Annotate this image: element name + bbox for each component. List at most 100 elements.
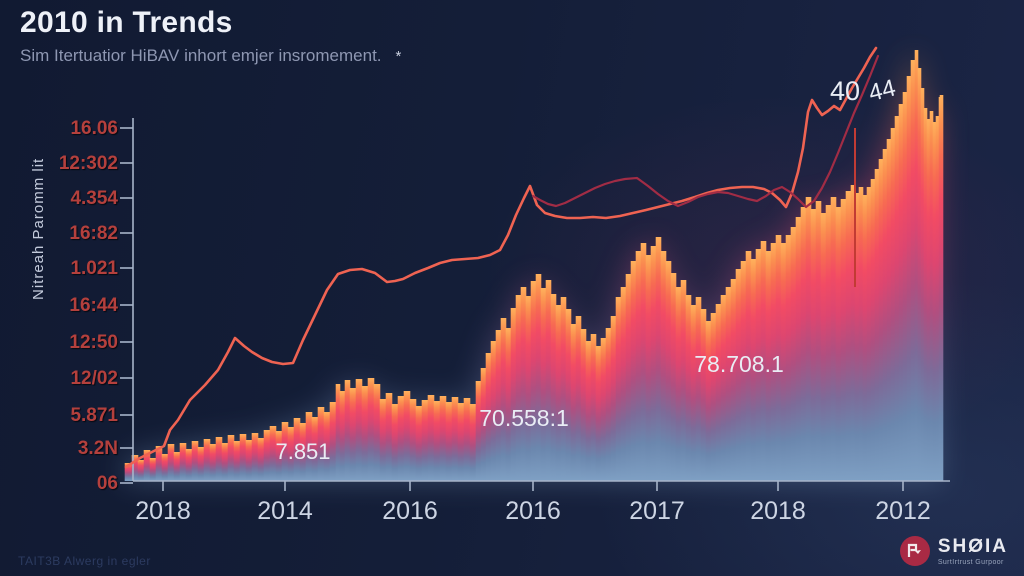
- area-column: [185, 449, 193, 481]
- area-column: [469, 404, 477, 481]
- area-column: [854, 193, 860, 481]
- area-column: [805, 197, 812, 481]
- area-column: [203, 439, 211, 481]
- area-column: [475, 381, 482, 481]
- area-column: [917, 68, 922, 481]
- flag-icon: [907, 543, 921, 557]
- area-column: [215, 437, 223, 481]
- area-column: [485, 353, 492, 481]
- area-column: [890, 128, 896, 481]
- footer-attribution: TAIT3B Alwerg in egler: [18, 554, 151, 568]
- area-column: [385, 393, 393, 481]
- area-column: [670, 273, 677, 481]
- area-column: [898, 104, 904, 481]
- area-column: [939, 95, 944, 481]
- area-column: [906, 76, 912, 481]
- area-column: [257, 438, 265, 481]
- area-column: [545, 280, 552, 481]
- y-tick-label: 16:82: [69, 223, 118, 244]
- area-column: [938, 97, 941, 481]
- area-column: [740, 261, 747, 481]
- area-column: [490, 341, 497, 481]
- area-column: [735, 269, 742, 481]
- brand-name-post: IA: [985, 535, 1008, 557]
- x-tick-label: 2016: [505, 497, 561, 525]
- area-column: [645, 255, 652, 481]
- area-column: [840, 199, 847, 481]
- area-column: [245, 440, 253, 481]
- area-column: [780, 243, 787, 481]
- area-column: [575, 316, 582, 481]
- area-column: [191, 441, 199, 481]
- area-column: [500, 318, 507, 481]
- area-column: [894, 116, 900, 481]
- area-column: [650, 246, 657, 481]
- brand-tagline: SurtIrtrust Gurpoor: [937, 558, 1004, 566]
- area-column: [323, 412, 331, 481]
- line-dark: [531, 54, 880, 209]
- area-column: [700, 309, 707, 481]
- area-column: [760, 241, 767, 481]
- area-column: [878, 159, 884, 481]
- area-column: [675, 287, 682, 481]
- area-column: [765, 251, 772, 481]
- area-column: [750, 259, 757, 481]
- area-column: [685, 295, 692, 481]
- area-column: [660, 251, 667, 481]
- area-column: [935, 116, 940, 481]
- area-column: [505, 328, 512, 481]
- area-column: [433, 401, 441, 481]
- area-column: [421, 400, 429, 481]
- y-tick-label: 5.871: [70, 405, 118, 426]
- area-column: [131, 455, 139, 481]
- area-column: [167, 444, 175, 481]
- area-column: [635, 251, 642, 481]
- area-column: [275, 431, 283, 481]
- area-column: [124, 463, 133, 481]
- area-column: [173, 452, 181, 481]
- area-column: [317, 407, 325, 481]
- area-column: [630, 261, 637, 481]
- area-column: [800, 207, 807, 481]
- area-column: [445, 402, 453, 481]
- area-column: [415, 406, 423, 481]
- area-column: [515, 295, 522, 481]
- area-column: [397, 396, 405, 481]
- area-column: [695, 297, 702, 481]
- area-column: [269, 426, 277, 481]
- area-column: [580, 329, 587, 481]
- x-tick-label: 2018: [750, 497, 806, 525]
- brand-texts: SH O IA SurtIrtrust Gurpoor: [938, 537, 1008, 566]
- area-column: [640, 243, 647, 481]
- area-column: [457, 403, 465, 481]
- page-title: 2010 in Trends: [20, 6, 233, 39]
- area-column: [287, 427, 295, 481]
- area-column: [227, 435, 235, 481]
- y-tick-label: 4.354: [70, 188, 118, 209]
- area-column: [926, 119, 931, 481]
- value-annotation: 70.558:1: [479, 405, 569, 431]
- area-column: [902, 92, 908, 481]
- y-tick-label: 3.2N: [78, 438, 118, 459]
- area-column: [143, 450, 151, 481]
- area-column: [427, 395, 435, 481]
- area-column: [830, 197, 837, 481]
- area-column: [239, 434, 247, 481]
- area-column: [373, 384, 381, 481]
- area-column: [720, 295, 727, 481]
- value-annotation: 40: [830, 76, 860, 106]
- page-subtitle: Sim Itertuatior HiBAV inhort emjer insro…: [20, 46, 382, 65]
- area-column: [810, 209, 817, 481]
- area-column: [403, 391, 411, 481]
- area-column: [665, 261, 672, 481]
- area-column: [615, 297, 622, 481]
- area-column: [929, 111, 934, 481]
- area-column: [155, 446, 163, 481]
- area-column: [745, 251, 752, 481]
- brand-name-pre: SH: [937, 535, 969, 557]
- area-column: [725, 287, 732, 481]
- area-column: [845, 191, 852, 481]
- area-column: [339, 391, 346, 481]
- area-column: [451, 397, 459, 481]
- area-column: [299, 423, 307, 481]
